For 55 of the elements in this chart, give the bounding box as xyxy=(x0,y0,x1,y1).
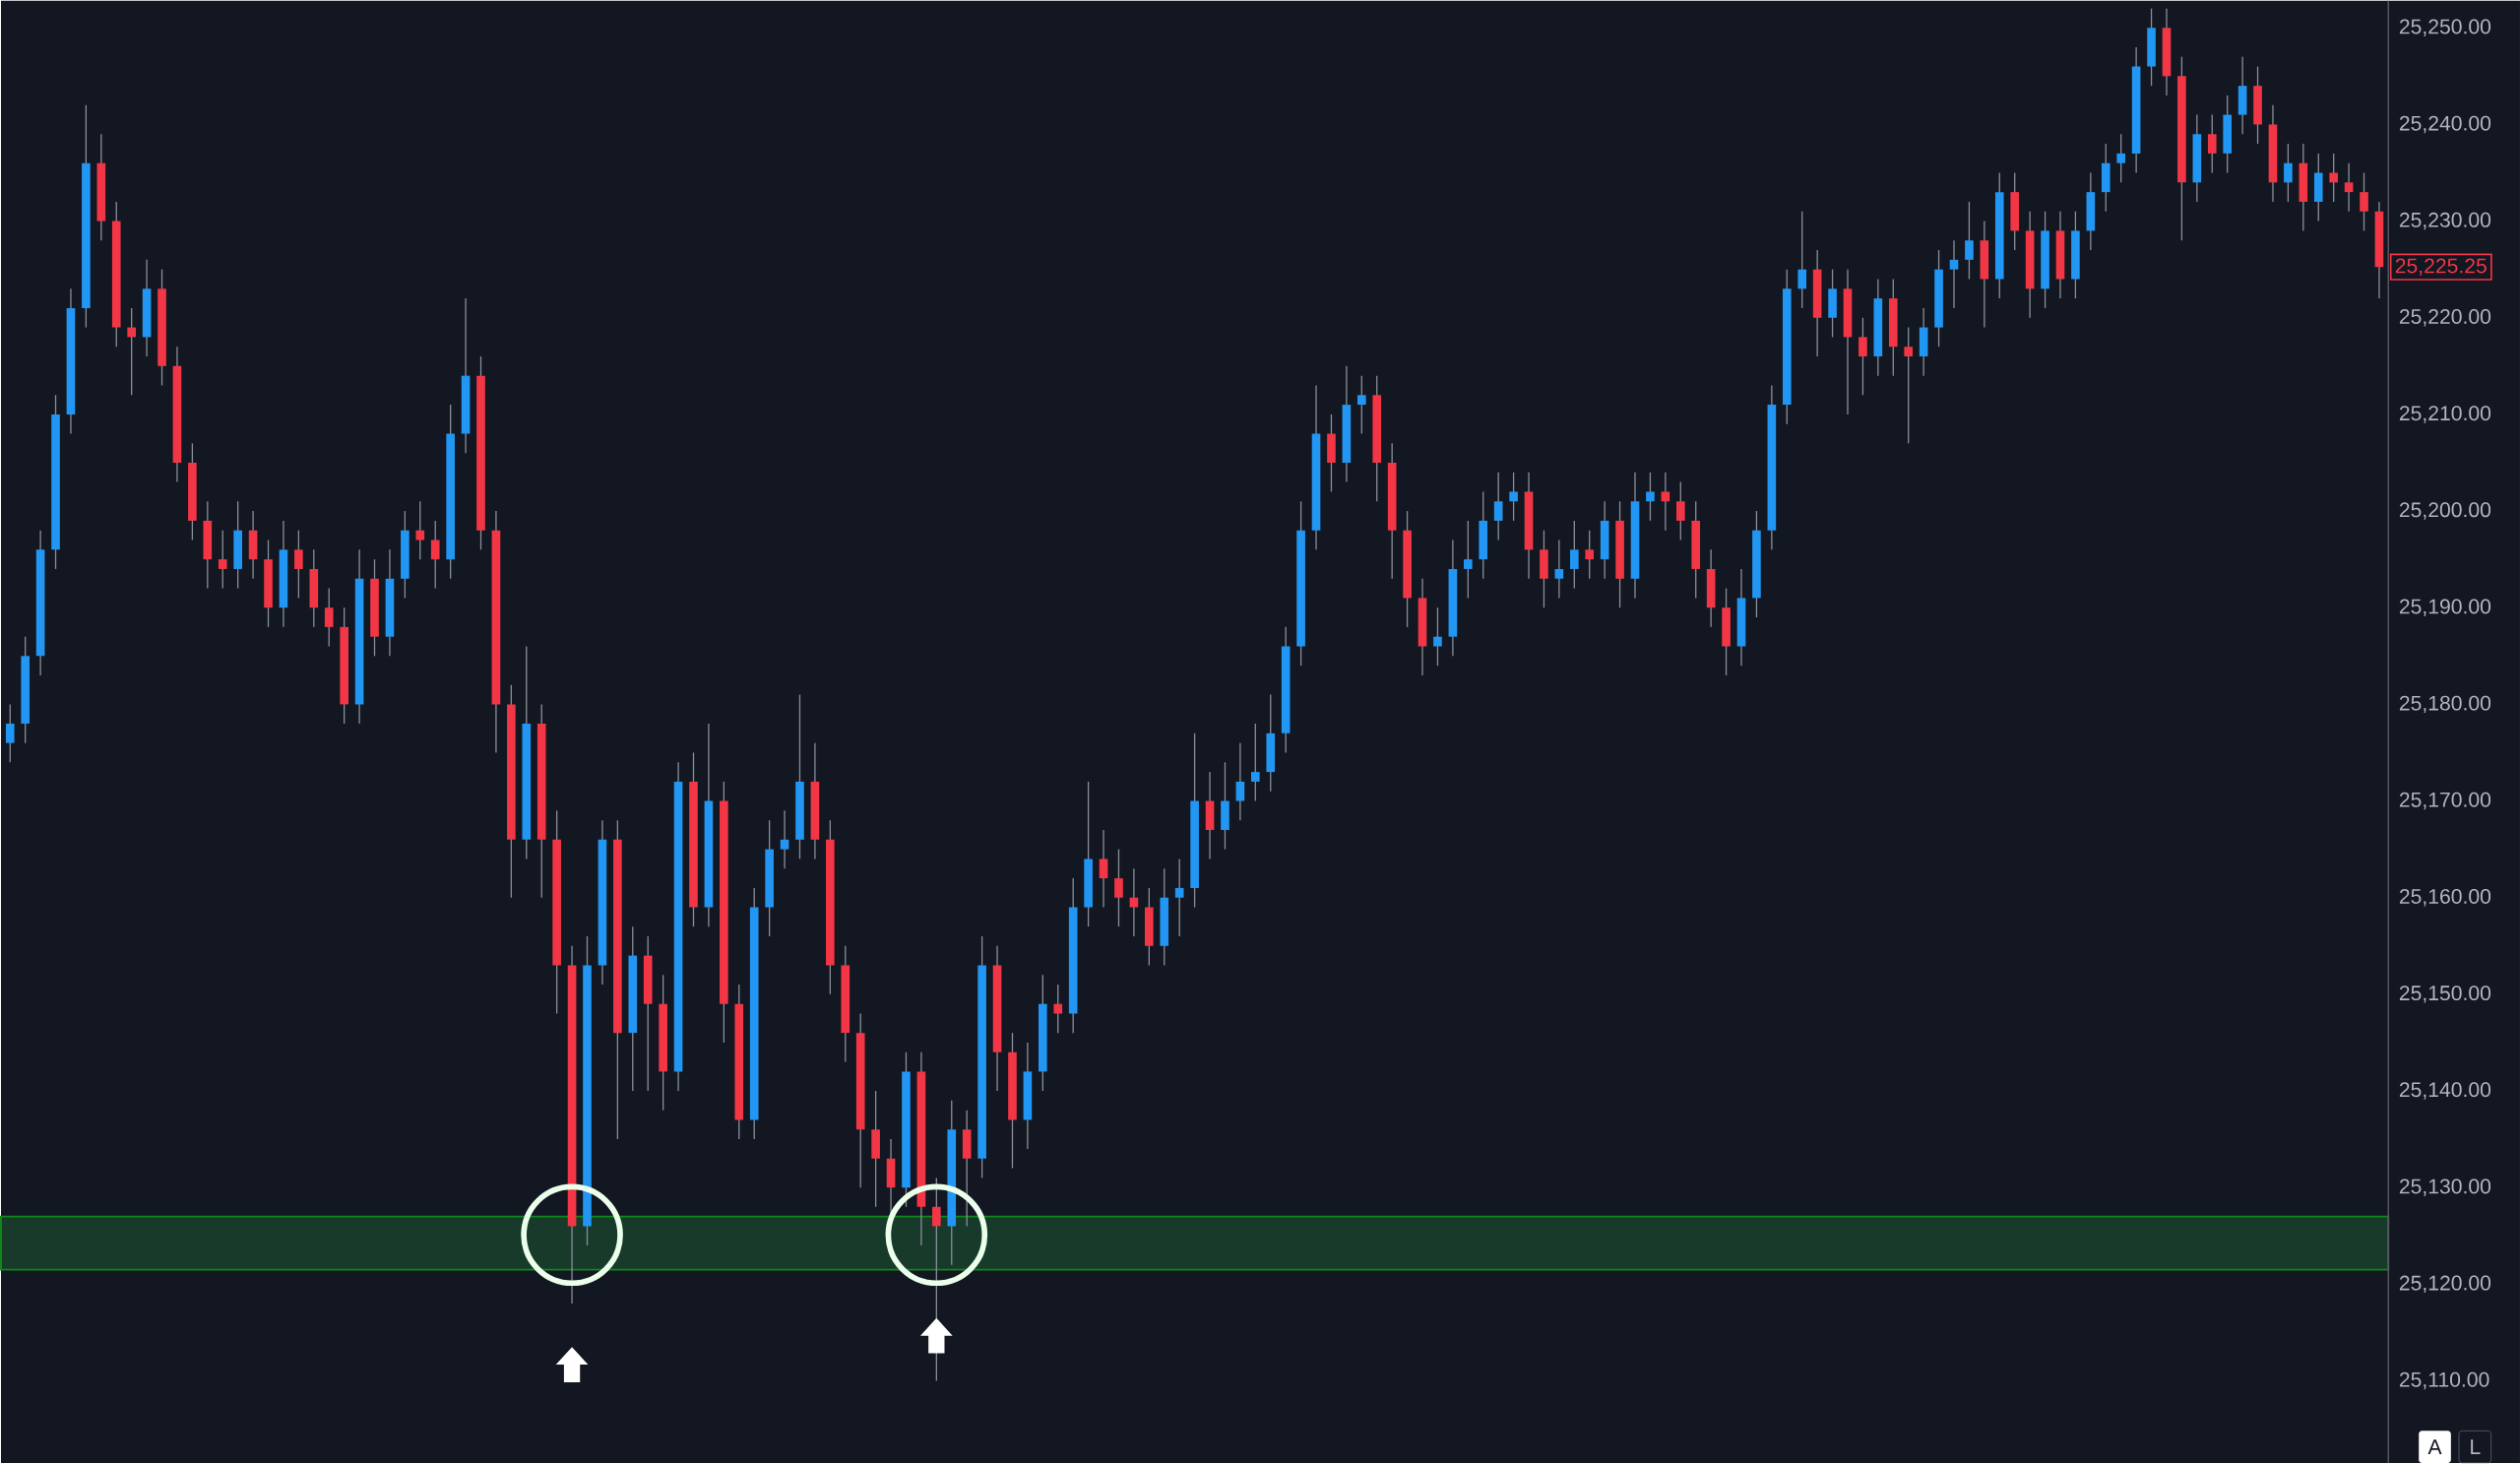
candlestick xyxy=(1099,829,1108,909)
candlestick xyxy=(1585,530,1595,580)
candlestick xyxy=(1646,472,1655,522)
candlestick xyxy=(1569,520,1579,590)
candlestick xyxy=(2207,114,2217,174)
y-tick-label: 25,170.00 xyxy=(2399,792,2491,810)
candlestick xyxy=(1174,858,1184,937)
candlestick xyxy=(1797,211,1807,309)
candlestick xyxy=(5,703,15,764)
y-tick-label: 25,250.00 xyxy=(2399,19,2491,37)
candlestick xyxy=(2284,143,2293,203)
y-tick-label: 25,200.00 xyxy=(2399,502,2491,520)
y-tick-label: 25,160.00 xyxy=(2399,889,2491,907)
candlestick xyxy=(1493,472,1503,541)
y-tick-label: 25,230.00 xyxy=(2399,212,2491,230)
candlestick xyxy=(127,307,136,397)
candlestick xyxy=(780,809,789,870)
candlestick xyxy=(1463,520,1473,600)
y-tick-label: 25,140.00 xyxy=(2399,1082,2491,1100)
y-tick-label: 25,130.00 xyxy=(2399,1178,2491,1197)
candlestick xyxy=(2360,171,2368,232)
y-tick-label: 25,220.00 xyxy=(2399,309,2491,327)
candlestick xyxy=(2329,153,2338,203)
candlestick xyxy=(1251,723,1260,802)
candlestick xyxy=(1053,984,1063,1034)
candlestick xyxy=(1661,472,1670,532)
candlestick xyxy=(324,588,334,648)
candlestick xyxy=(1554,539,1564,600)
candlestick xyxy=(1949,239,1959,309)
candlestick xyxy=(2344,162,2354,213)
text: A xyxy=(2427,1439,2442,1455)
candlestick xyxy=(2116,133,2126,184)
candlestick xyxy=(294,530,303,600)
y-tick-label: 25,210.00 xyxy=(2399,406,2491,423)
y-tick-label: 25,190.00 xyxy=(2399,599,2491,617)
candlestick xyxy=(1904,327,1914,445)
y-tick-label: 25,150.00 xyxy=(2399,986,2491,1003)
y-tick-label: 25,110.00 xyxy=(2399,1371,2489,1390)
candlestick xyxy=(1235,742,1245,821)
candlestick xyxy=(1114,849,1123,927)
y-tick-label: 25,180.00 xyxy=(2399,695,2491,714)
text: L xyxy=(2471,1439,2481,1455)
candlestick xyxy=(1675,481,1685,541)
candlestick xyxy=(1858,317,1867,397)
candlestick xyxy=(218,530,227,590)
candlestick xyxy=(415,500,425,560)
candlestick xyxy=(1433,606,1442,667)
candlestick xyxy=(1129,867,1139,937)
candlestick xyxy=(1356,375,1366,435)
candlestick xyxy=(1509,472,1518,522)
y-tick-label: 25,120.00 xyxy=(2399,1275,2491,1294)
candlestick xyxy=(1965,201,1974,281)
text: 25,225.25 xyxy=(2395,258,2487,277)
candlestick xyxy=(430,520,440,590)
y-tick-label: 25,240.00 xyxy=(2399,115,2491,134)
